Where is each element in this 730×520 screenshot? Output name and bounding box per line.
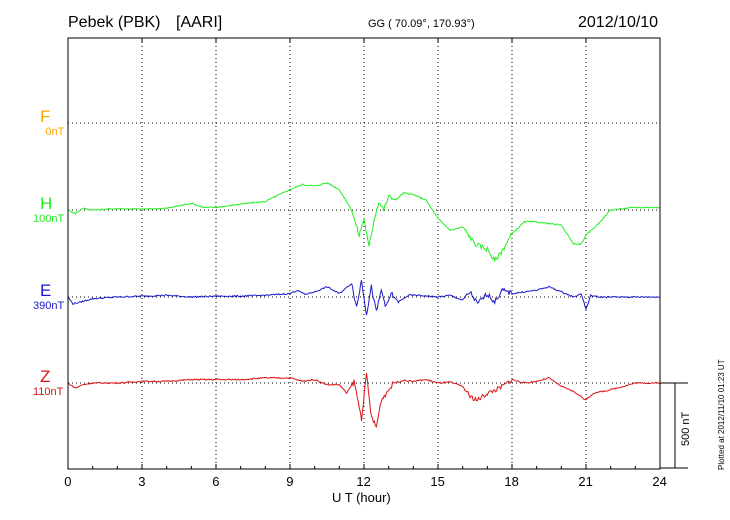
plotted-timestamp: Plotted at 2012/11/10 01:23 UT	[717, 359, 726, 470]
baseline-label-f: 0nT	[45, 126, 65, 138]
series-label-h: H	[40, 194, 53, 213]
x-tick-label: 24	[652, 474, 667, 489]
x-tick-label: 6	[212, 474, 220, 489]
x-tick-label: 18	[504, 474, 519, 489]
series-line-e	[67, 280, 661, 316]
series-label-z: Z	[40, 367, 51, 386]
x-tick-label: 0	[64, 474, 72, 489]
series-label-e: E	[40, 281, 52, 300]
chart-series	[67, 182, 661, 429]
scale-bar-label: 500 nT	[680, 411, 692, 446]
chart-grid	[68, 38, 660, 469]
geographic-coords: GG ( 70.09°, 170.93°)	[368, 18, 475, 30]
x-tick-label: 12	[356, 474, 371, 489]
series-label-f: F	[40, 107, 51, 126]
scale-bar	[660, 382, 688, 469]
series-line-z	[67, 372, 661, 429]
x-tick-label: 15	[430, 474, 445, 489]
x-tick-label: 21	[578, 474, 593, 489]
baseline-label-e: 390nT	[33, 300, 65, 312]
group-name: [AARI]	[176, 14, 223, 31]
baseline-label-h: 100nT	[33, 213, 65, 225]
x-tick-label: 3	[138, 474, 146, 489]
series-line-h	[67, 182, 661, 263]
x-ticks	[67, 38, 661, 469]
x-axis-label: U T (hour)	[332, 490, 391, 505]
x-tick-label: 9	[286, 474, 294, 489]
station-name: Pebek (PBK)	[68, 14, 161, 31]
chart-date: 2012/10/10	[578, 14, 659, 31]
baseline-label-z: 110nT	[33, 386, 64, 398]
